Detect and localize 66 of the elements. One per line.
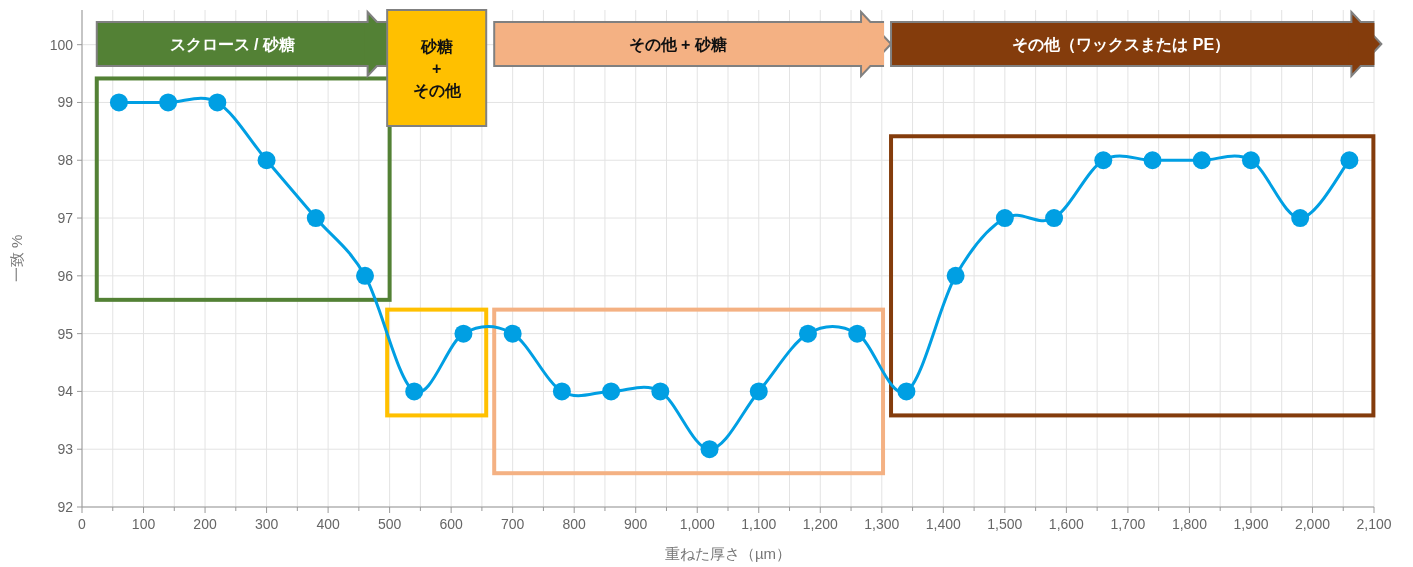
band: その他（ワックスまたは PE） (889, 9, 1383, 418)
y-tick-label: 96 (57, 267, 74, 284)
point (1291, 209, 1310, 228)
point (946, 266, 965, 285)
x-tick-label: 2,000 (1294, 516, 1331, 532)
point (356, 266, 375, 285)
y-axis-title: 一致 % (8, 234, 25, 283)
y-tick-label: 92 (57, 499, 74, 515)
x-tick-label: 500 (377, 516, 402, 532)
band-label: 砂糖 + その他 (412, 38, 462, 100)
point (995, 209, 1014, 228)
point (700, 440, 719, 459)
band-label: その他 + 砂糖 (628, 36, 727, 54)
x-tick-label: 900 (624, 516, 648, 532)
x-tick-label: 1,800 (1171, 516, 1208, 532)
x-tick-label: 600 (439, 516, 464, 532)
point (1340, 151, 1359, 170)
x-tick-label: 1,400 (925, 516, 962, 532)
y-tick-label: 98 (57, 152, 74, 169)
x-tick-label: 1,900 (1233, 516, 1269, 532)
x-tick-label: 2,100 (1356, 516, 1392, 532)
band: 砂糖 + その他 (385, 9, 489, 418)
x-tick-label: 100 (131, 516, 156, 532)
x-tick-label: 1,100 (741, 516, 777, 532)
point (1192, 151, 1211, 170)
band: その他 + 砂糖 (492, 9, 893, 476)
point (257, 151, 276, 170)
point (503, 324, 522, 343)
x-tick-label: 1,700 (1110, 516, 1146, 532)
x-tick-label: 200 (193, 516, 217, 532)
point (1143, 151, 1162, 170)
x-tick-label: 0 (78, 516, 87, 532)
x-tick-label: 1,000 (679, 516, 715, 532)
band-label: その他（ワックスまたは PE） (1012, 36, 1231, 54)
point (306, 209, 325, 228)
point (602, 382, 621, 401)
x-tick-label: 800 (562, 516, 587, 532)
point (208, 93, 227, 112)
y-tick-label: 93 (57, 441, 74, 458)
x-tick-label: 1,200 (802, 516, 839, 532)
y-tick-label: 95 (57, 325, 74, 342)
x-tick-label: 1,300 (864, 516, 900, 532)
x-tick-label: 1,500 (987, 516, 1023, 532)
point (1094, 151, 1113, 170)
point (454, 324, 473, 343)
point (651, 382, 670, 401)
point (109, 93, 128, 112)
y-tick-label: 100 (49, 36, 74, 53)
point (1241, 151, 1260, 170)
x-axis-title: 重ねた厚さ（µm） (664, 545, 792, 562)
x-tick-label: 400 (316, 516, 340, 532)
band-label: スクロース / 砂糖 (169, 36, 295, 53)
point (405, 382, 424, 401)
x-tick-label: 700 (500, 516, 525, 532)
point (897, 382, 916, 401)
point (159, 93, 178, 112)
x-tick-label: 1,600 (1048, 516, 1085, 532)
point (552, 382, 571, 401)
point (749, 382, 768, 401)
y-tick-label: 99 (57, 94, 74, 111)
point (848, 324, 867, 343)
point (798, 324, 817, 343)
y-tick-label: 97 (57, 210, 74, 227)
point (1045, 209, 1064, 228)
y-tick-label: 94 (57, 383, 74, 400)
x-tick-label: 300 (254, 516, 279, 532)
